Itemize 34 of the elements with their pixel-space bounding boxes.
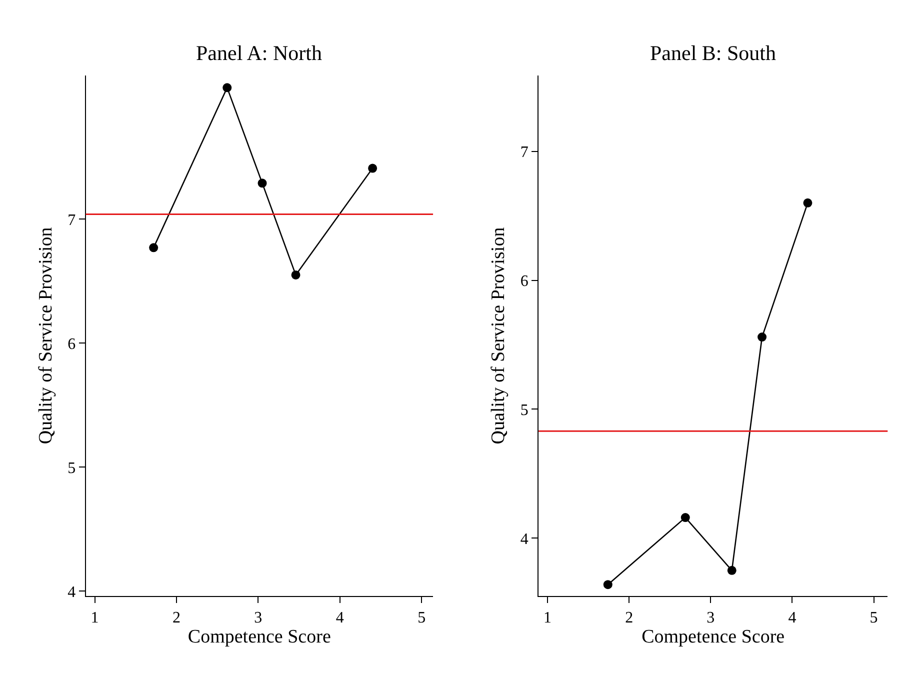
chart-title: Panel B: South (650, 41, 777, 65)
point (803, 198, 812, 208)
x-axis-title: Competence Score (188, 626, 331, 648)
point (291, 270, 300, 280)
y-tick-label: 5 (68, 460, 76, 477)
x-tick-label: 1 (544, 609, 552, 626)
x-axis-title: Competence Score (642, 626, 785, 648)
x-tick-label: 4 (788, 609, 796, 626)
point (727, 566, 736, 575)
y-axis-title: Quality of Service Provision (488, 226, 510, 444)
point (149, 243, 158, 252)
point (603, 580, 612, 590)
x-tick-label: 5 (418, 609, 426, 626)
y-tick-label: 6 (520, 272, 528, 290)
x-tick-label: 2 (625, 609, 634, 626)
x-tick-label: 3 (254, 609, 262, 626)
y-tick-label: 7 (68, 212, 76, 229)
y-axis-title: Quality of Service Provision (35, 226, 56, 444)
x-tick-label: 4 (336, 609, 344, 626)
y-tick-label: 7 (520, 144, 528, 161)
chart-title: Panel A: North (196, 41, 322, 65)
x-tick-label: 1 (90, 609, 99, 626)
x-tick-label: 2 (172, 609, 180, 626)
point (368, 164, 378, 173)
x-tick-label: 5 (870, 609, 878, 626)
point (680, 513, 690, 522)
y-tick-label: 4 (68, 584, 76, 601)
point (258, 178, 267, 188)
y-tick-label: 4 (520, 530, 528, 548)
point (758, 332, 767, 342)
point (222, 83, 232, 92)
x-tick-label: 3 (706, 609, 715, 626)
y-tick-label: 5 (520, 402, 528, 419)
y-tick-label: 6 (68, 336, 76, 353)
